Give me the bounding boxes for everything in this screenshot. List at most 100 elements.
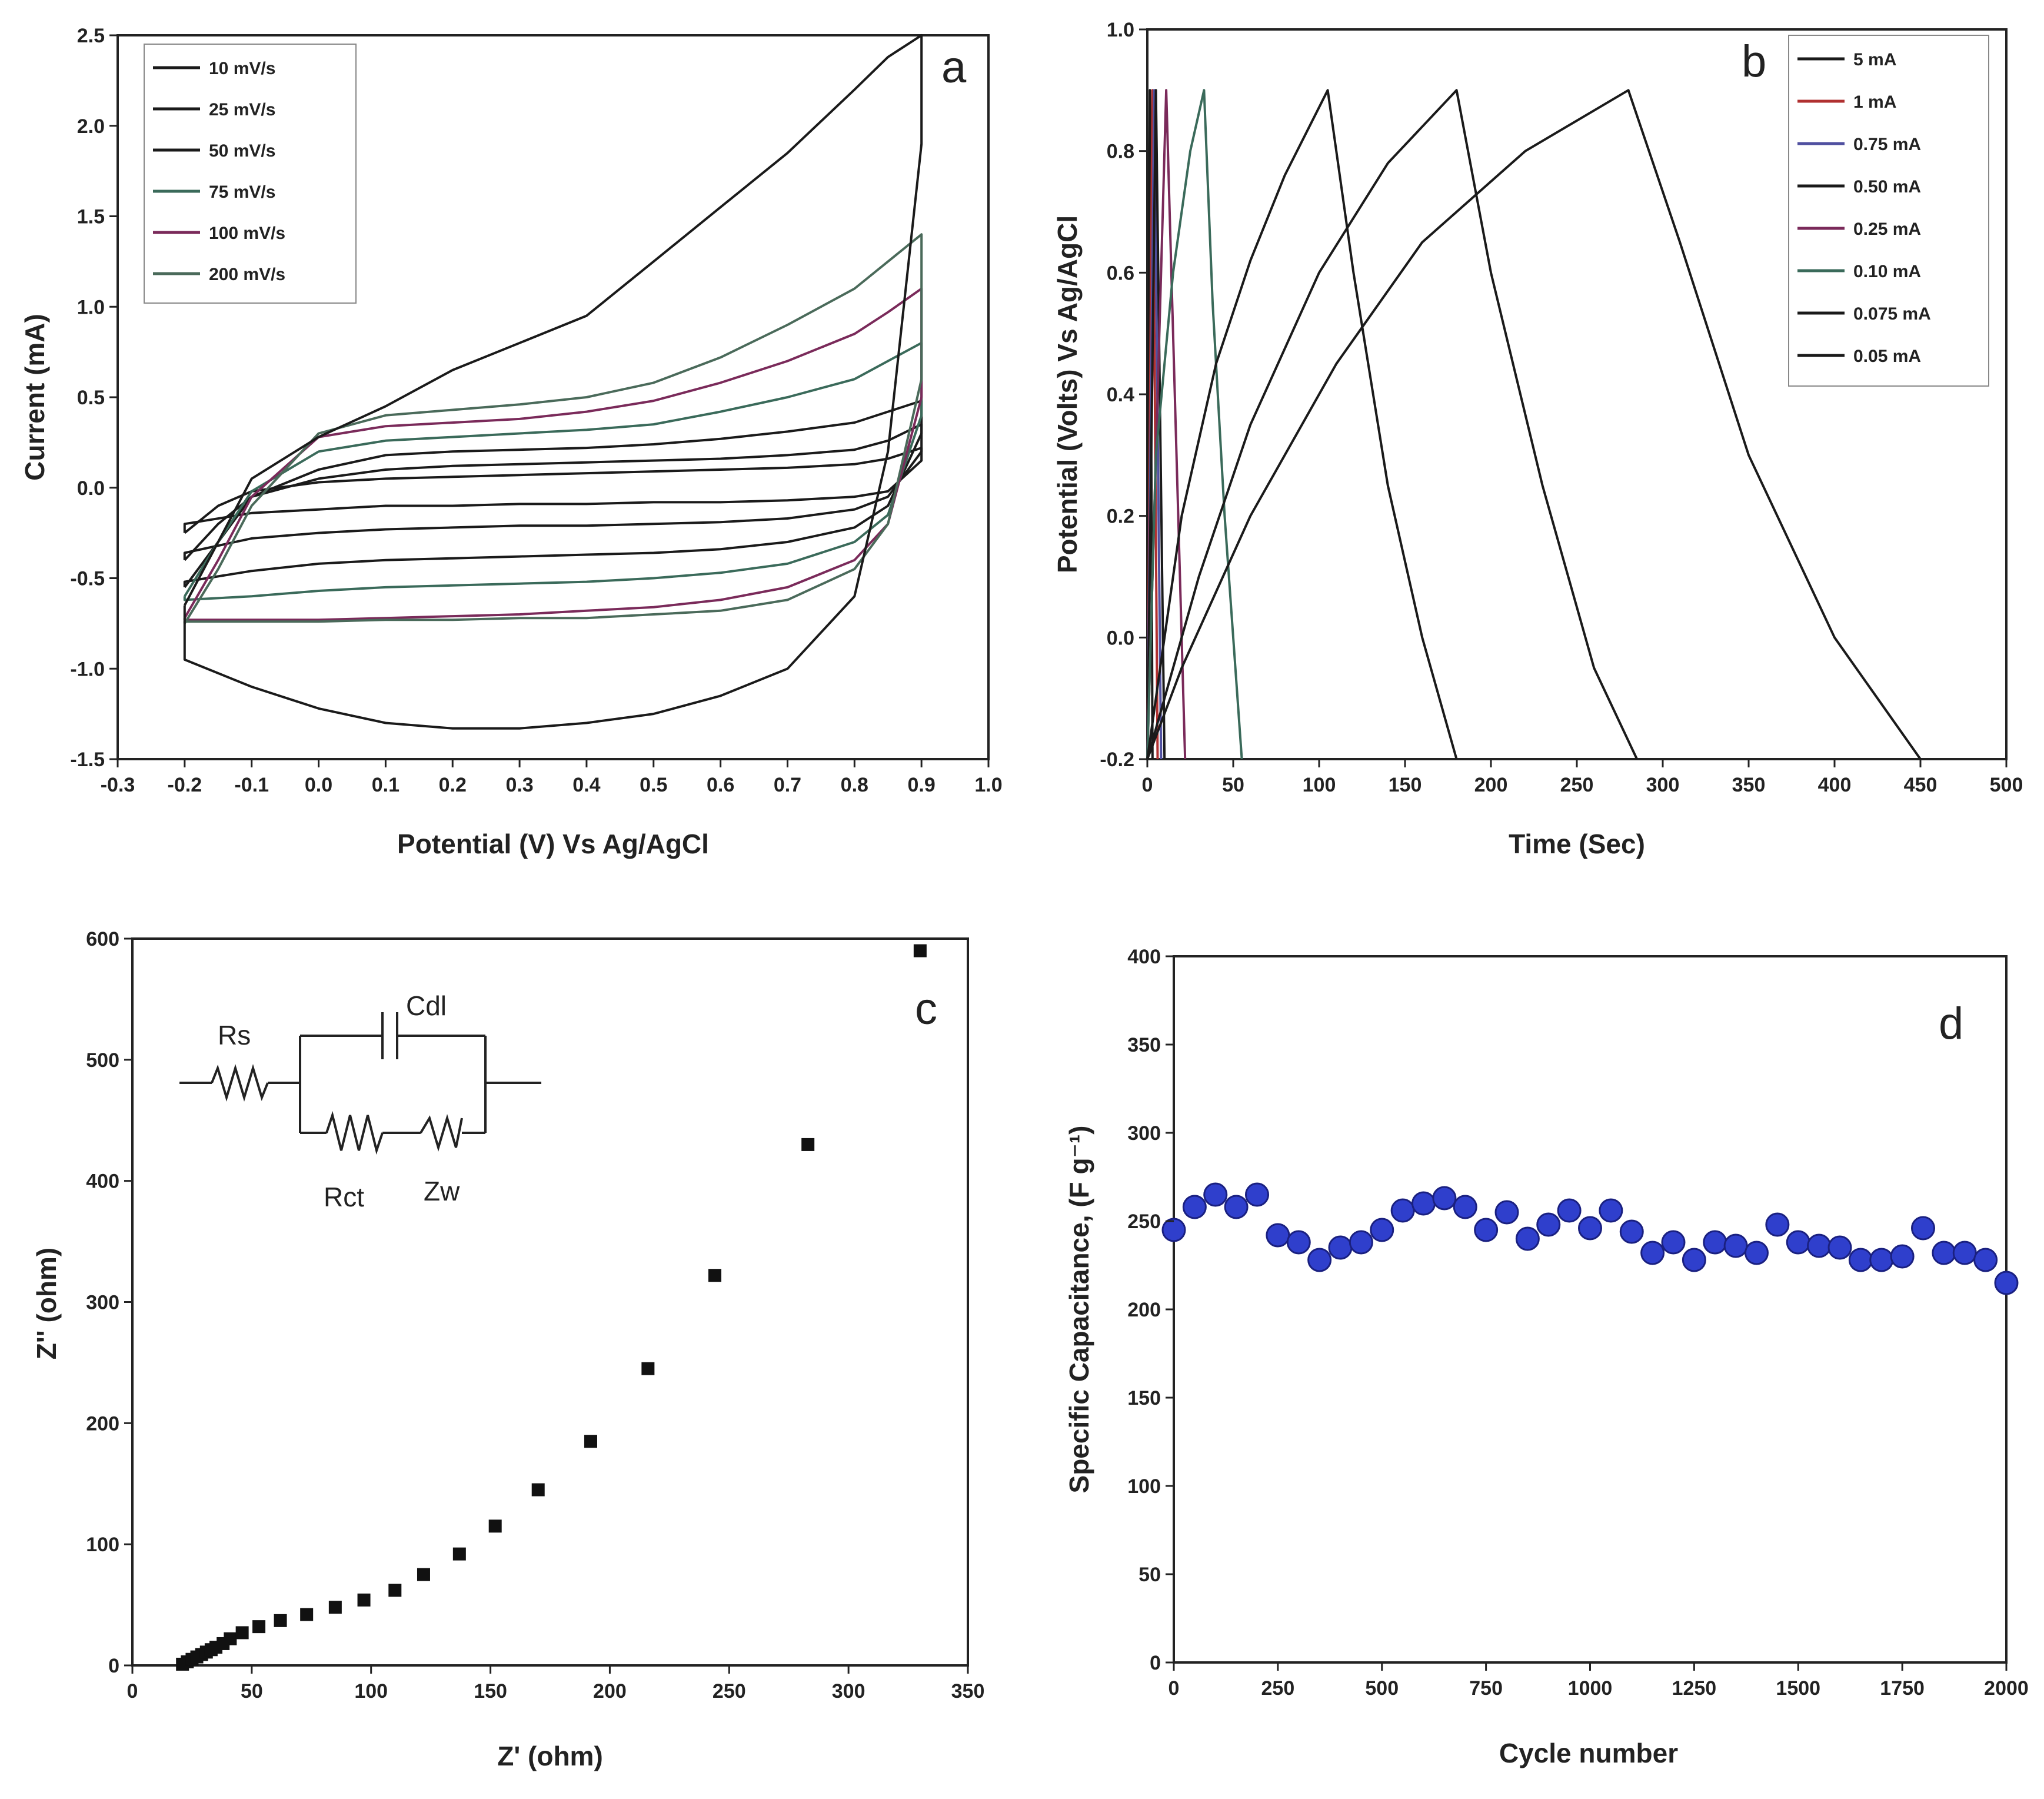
panel-c-data-point xyxy=(708,1269,721,1282)
panel-a-ytick-label: -0.5 xyxy=(70,568,105,590)
circuit-label-cdl: Cdl xyxy=(406,990,447,1021)
panel-d-data-point xyxy=(1786,1230,1810,1255)
panel-a-legend: 10 mV/s 25 mV/s 50 mV/s 75 mV/s 100 mV/s 200 … xyxy=(144,44,357,304)
panel-a-xtick-label: 0.1 xyxy=(372,774,400,796)
panel-a-ytick-label: 2.5 xyxy=(77,25,105,47)
panel-c-data-point xyxy=(641,1362,655,1375)
panel-b-ytick-label: -0.2 xyxy=(1100,749,1134,771)
panel-b-legend-label: 0.075 mA xyxy=(1853,304,1931,324)
panel-d-ytick-label: 150 xyxy=(1127,1387,1161,1409)
panel-d-data-point xyxy=(1536,1212,1561,1237)
panel-d-ytick-label: 350 xyxy=(1127,1034,1161,1056)
panel-b-series-line-3 xyxy=(1146,89,1166,760)
panel-a-xtick-label: 0.5 xyxy=(640,774,667,796)
panel-d-data-point xyxy=(1827,1235,1852,1260)
panel-c-ytick-label: 0 xyxy=(108,1655,119,1677)
panel-d-data-point xyxy=(1848,1248,1873,1272)
panel-d-data-point xyxy=(1765,1212,1790,1237)
panel-b-series-line-8 xyxy=(1146,89,1922,760)
panel-d-data-point xyxy=(1723,1233,1748,1258)
panel-c-data-point xyxy=(235,1626,249,1640)
panel-d-xtick-label: 500 xyxy=(1365,1677,1399,1700)
panel-d-data-point xyxy=(1370,1218,1394,1242)
panel-d-data-point xyxy=(1994,1271,2019,1295)
panel-c-data-point xyxy=(584,1435,597,1448)
panel-b-xlabel: Time (Sec) xyxy=(1509,829,1645,859)
panel-b-xtick-label: 450 xyxy=(1904,774,1938,796)
panel-c-data-point xyxy=(913,944,927,957)
panel-c-data-point xyxy=(252,1620,266,1634)
panel-d-data-point xyxy=(1245,1182,1269,1207)
rct-resistor xyxy=(325,1110,384,1155)
panel-a-xtick-label: 0.7 xyxy=(774,774,801,796)
panel-b-legend-label: 0.05 mA xyxy=(1853,347,1921,366)
panel-a-xtick-label: 0.2 xyxy=(439,774,467,796)
panel-d-data-point xyxy=(1494,1200,1519,1225)
panel-d-ticks: 0 250 500 750 1000 1250 1500 1750 2000 0 50 100 150 2… xyxy=(1127,946,2029,1700)
panel-c-xtick-label: 150 xyxy=(474,1680,507,1702)
panel-b-gcd-chart: 0 50 100 150 200 250 300 350 400 450 500 -0.2 0.0 0.2… xyxy=(1052,19,2023,859)
panel-d-data-point xyxy=(1307,1248,1332,1272)
panel-b-series-line-5 xyxy=(1146,89,1243,760)
panel-d-label: d xyxy=(1939,999,1963,1049)
panel-b-legend-label: 5 mA xyxy=(1853,50,1896,69)
panel-d-data-point xyxy=(1911,1216,1935,1241)
panel-d-ytick-label: 400 xyxy=(1127,946,1161,968)
panel-d-cycling-chart: 0 250 500 750 1000 1250 1500 1750 2000 0 50 100 150 2… xyxy=(1064,946,2029,1768)
panel-c-ytick-label: 300 xyxy=(86,1292,119,1314)
panel-d-data-point xyxy=(1703,1230,1727,1255)
panel-a-legend-box xyxy=(144,44,357,304)
panel-d-xtick-label: 1500 xyxy=(1776,1677,1820,1700)
panel-a-legend-label: 25 mV/s xyxy=(209,100,275,119)
panel-d-xtick-label: 0 xyxy=(1169,1677,1180,1700)
panel-a-xtick-label: 0.3 xyxy=(505,774,533,796)
panel-c-ytick-label: 400 xyxy=(86,1170,119,1193)
panel-b-xtick-label: 50 xyxy=(1222,774,1244,796)
panel-d-data-point xyxy=(1412,1191,1436,1216)
panel-d-data-point xyxy=(1890,1244,1915,1269)
panel-c-ytick-label: 500 xyxy=(86,1049,119,1072)
panel-b-legend-label: 0.25 mA xyxy=(1853,220,1921,239)
panel-b-xtick-label: 400 xyxy=(1818,774,1852,796)
panel-d-data-point xyxy=(1182,1195,1207,1219)
panel-c-xlabel: Z' (ohm) xyxy=(497,1741,603,1771)
panel-d-series xyxy=(1161,1182,2019,1295)
panel-a-label: a xyxy=(941,42,967,92)
panel-a-series-line-5 xyxy=(183,233,923,624)
panel-c-ylabel: Z'' (ohm) xyxy=(31,1248,62,1360)
equivalent-circuit-inset xyxy=(179,1012,541,1155)
circuit-label-zw: Zw xyxy=(424,1176,460,1206)
panel-d-data-point xyxy=(1515,1226,1540,1251)
panel-a-ytick-label: 1.0 xyxy=(77,296,105,318)
panel-a-series-line-1 xyxy=(183,423,923,561)
panel-a-series-line-6 xyxy=(183,34,923,730)
panel-a-cv-chart: -0.3 -0.2 -0.1 0.0 0.1 0.2 0.3 0.4 0.5 0.6 0.7 0.8 0… xyxy=(19,25,1003,859)
panel-a-legend-label: 10 mV/s xyxy=(209,59,275,78)
panel-b-series xyxy=(1146,89,1922,760)
panel-b-legend: 5 mA 1 mA 0.75 mA 0.50 mA 0.25 mA 0.10 mA 0.07… xyxy=(1788,35,1989,387)
panel-a-xtick-label: -0.3 xyxy=(101,774,135,796)
panel-b-series-line-6 xyxy=(1146,89,1458,760)
panel-a-xtick-label: 0.9 xyxy=(908,774,936,796)
panel-d-data-point xyxy=(1432,1186,1457,1211)
panel-c-data-point xyxy=(531,1483,545,1497)
panel-d-data-point xyxy=(1161,1218,1186,1242)
panel-d-data-point xyxy=(1807,1233,1832,1258)
panel-d-ytick-label: 300 xyxy=(1127,1122,1161,1145)
panel-d-data-point xyxy=(1349,1230,1373,1255)
panel-d-data-point xyxy=(1682,1248,1706,1272)
panel-a-ylabel: Current (mA) xyxy=(19,314,50,481)
panel-b-xtick-label: 250 xyxy=(1560,774,1594,796)
panel-d-data-point xyxy=(1619,1219,1644,1244)
panel-b-ytick-label: 0.0 xyxy=(1107,627,1134,649)
panel-a-xtick-label: 0.0 xyxy=(305,774,332,796)
panel-b-ytick-label: 0.8 xyxy=(1107,141,1134,163)
panel-d-data-point xyxy=(1973,1248,1998,1272)
panel-d-xtick-label: 1000 xyxy=(1568,1677,1613,1700)
panel-d-xtick-label: 250 xyxy=(1261,1677,1295,1700)
panel-a-series-line-0 xyxy=(183,447,923,534)
panel-c-xtick-label: 250 xyxy=(713,1680,746,1702)
panel-c-ytick-label: 600 xyxy=(86,928,119,950)
panel-c-data-point xyxy=(488,1519,502,1533)
